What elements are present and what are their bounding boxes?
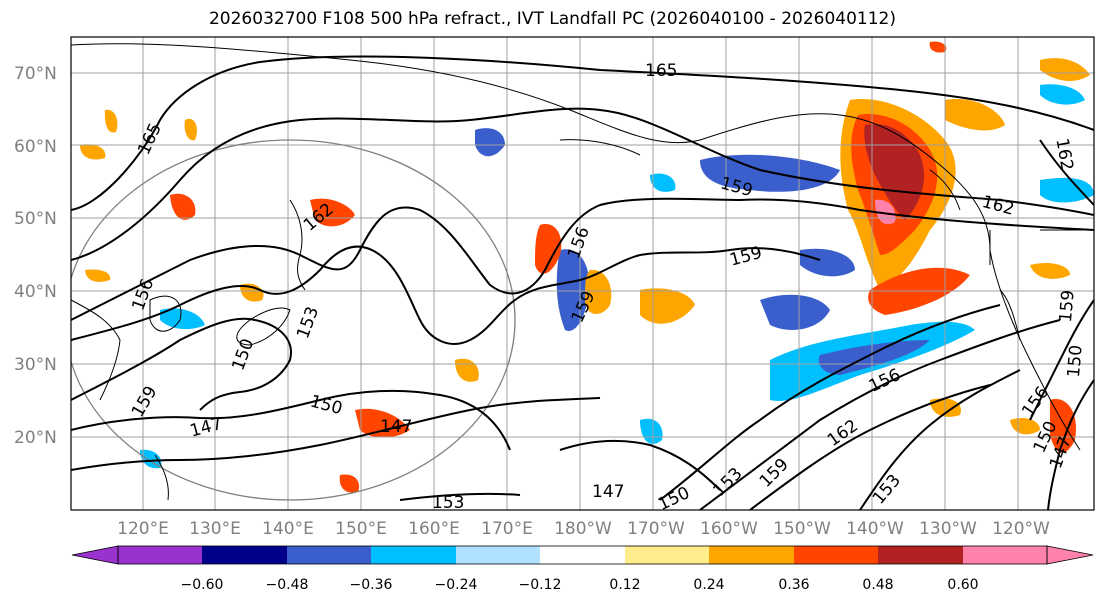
lon-label: 140°W [846,519,904,539]
contour-label: 159 [1056,289,1079,323]
lat-label: 70°N [14,64,57,84]
colorbar-tick: 0.60 [947,577,978,593]
colorbar-swatch [540,546,625,564]
colorbar-swatch [456,546,540,564]
contour-label: 147 [380,417,412,437]
lat-label: 20°N [14,428,57,448]
colorbar-left-extension [72,546,118,564]
colorbar-tick: −0.12 [519,577,562,593]
colorbar-swatch [287,546,371,564]
contour-label: 147 [592,482,624,502]
coastlines [71,43,1094,501]
longitude-labels: 120°E 130°E 140°E 150°E 160°E 170°E 180°… [117,519,1050,539]
lon-label: 120°E [117,519,169,539]
colorbar-tick: 0.12 [609,577,640,593]
contour-label: 165 [645,61,677,81]
map-frame [70,36,1095,511]
lat-label: 40°N [14,282,57,302]
lon-label: 160°W [700,519,758,539]
colorbar-swatch [878,546,963,564]
colorbar-tick: 0.36 [778,577,809,593]
colorbar-swatch [963,546,1047,564]
lon-label: 120°W [992,519,1050,539]
colorbar-right-extension [1047,546,1093,564]
landfall-ellipse [71,139,516,501]
height-contours [71,55,1094,510]
map-title: 2026032700 F108 500 hPa refract., IVT La… [208,9,896,29]
colorbar-tick: 0.24 [693,577,724,593]
colorbar-tick: −0.60 [181,577,224,593]
lon-label: 180°W [554,519,612,539]
colorbar-swatch [118,546,202,564]
lon-label: 130°W [919,519,977,539]
lon-label: 140°E [262,519,314,539]
latitude-labels: 70°N 60°N 50°N 40°N 30°N 20°N [14,64,57,448]
colorbar-swatch [709,546,794,564]
contour-label: 153 [432,493,464,513]
colorbar-tick: −0.24 [435,577,478,593]
lat-label: 60°N [14,137,57,157]
lon-label: 150°W [773,519,831,539]
colorbar-swatch [202,546,287,564]
lat-label: 50°N [14,209,57,229]
lon-label: 160°E [408,519,460,539]
colorbar-swatch [371,546,456,564]
colorbar-tick: −0.36 [350,577,393,593]
colorbar-swatch [625,546,709,564]
lon-label: 150°E [335,519,387,539]
colorbar-swatch [794,546,878,564]
lon-label: 170°E [481,519,533,539]
grid-lines [71,37,1094,510]
colorbar: −0.60 −0.48 −0.36 −0.24 −0.12 0.12 0.24 … [71,545,1094,593]
lon-label: 170°W [627,519,685,539]
contour-label: 150 [1064,344,1087,378]
lat-label: 30°N [14,355,57,375]
colorbar-tick: −0.48 [266,577,309,593]
lon-label: 130°E [189,519,241,539]
colorbar-tick: 0.48 [862,577,893,593]
